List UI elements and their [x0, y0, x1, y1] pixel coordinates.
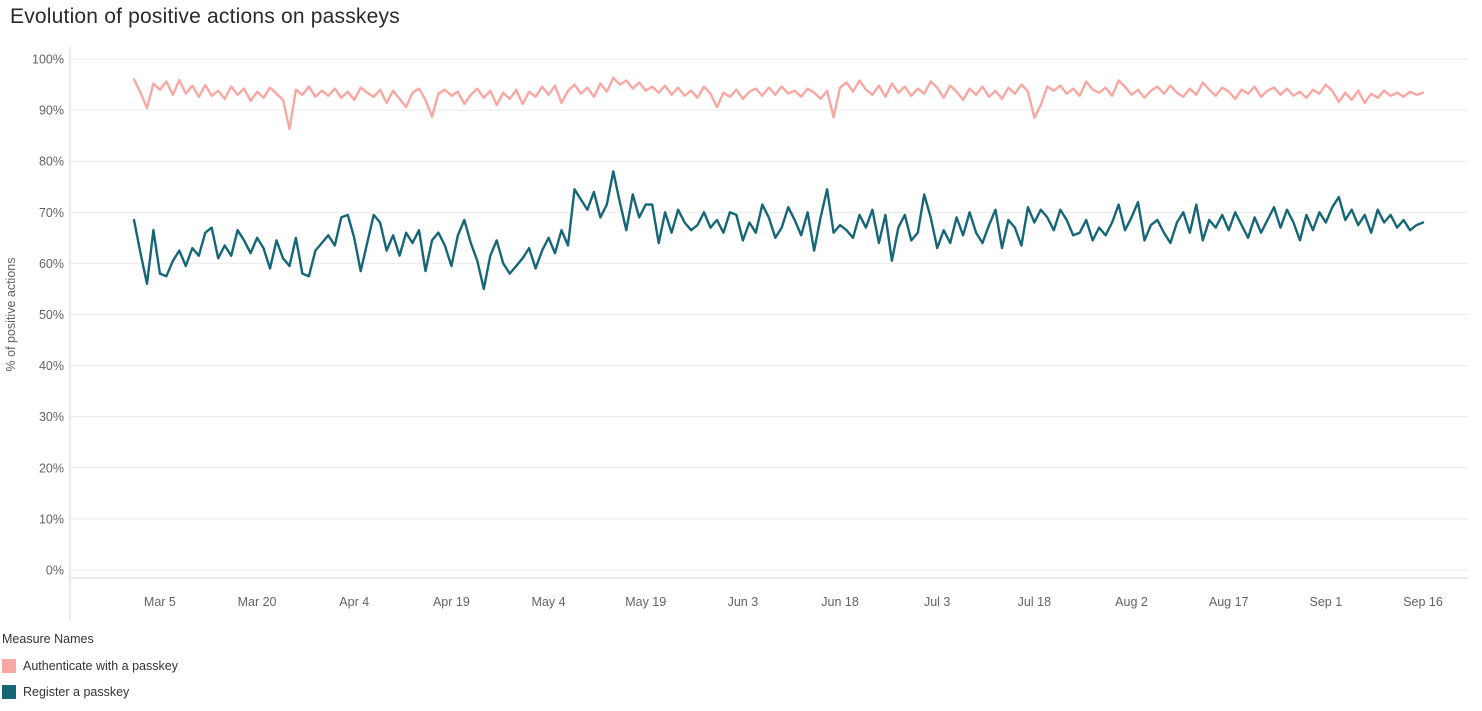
legend-label-authenticate: Authenticate with a passkey: [23, 659, 178, 673]
svg-text:Jul 3: Jul 3: [924, 595, 950, 609]
gridlines: [70, 58, 1468, 571]
legend-title: Measure Names: [2, 632, 94, 646]
svg-text:100%: 100%: [32, 53, 64, 67]
svg-text:Mar 5: Mar 5: [144, 595, 176, 609]
legend-swatch-authenticate: [2, 659, 16, 673]
svg-text:Sep 1: Sep 1: [1310, 595, 1343, 609]
svg-text:Apr 4: Apr 4: [339, 595, 369, 609]
svg-text:60%: 60%: [39, 257, 64, 271]
x-axis-tick-labels: Mar 5 Mar 20 Apr 4 Apr 19 May 4 May 19 Jun 3 Ju…: [144, 595, 1443, 609]
svg-text:80%: 80%: [39, 155, 64, 169]
legend-item-register[interactable]: Register a passkey: [2, 679, 178, 705]
svg-text:Mar 20: Mar 20: [238, 595, 277, 609]
y-axis-title: % of positive actions: [4, 258, 18, 372]
legend-label-register: Register a passkey: [23, 685, 130, 699]
legend-item-authenticate[interactable]: Authenticate with a passkey: [2, 653, 178, 679]
svg-text:30%: 30%: [39, 410, 64, 424]
svg-text:Jul 18: Jul 18: [1018, 595, 1051, 609]
svg-text:May 19: May 19: [625, 595, 666, 609]
svg-text:10%: 10%: [39, 512, 64, 526]
y-axis-tick-labels: 0% 10% 20% 30% 40% 50% 60% 70% 80% 90% 100%: [32, 53, 64, 578]
svg-text:20%: 20%: [39, 461, 64, 475]
legend: Measure Names Authenticate with a passke…: [2, 631, 178, 705]
svg-text:Aug 2: Aug 2: [1115, 595, 1148, 609]
axis-lines: [69, 47, 1468, 620]
chart-title: Evolution of positive actions on passkey…: [10, 5, 400, 28]
svg-text:Apr 19: Apr 19: [433, 595, 470, 609]
svg-text:May 4: May 4: [532, 595, 566, 609]
svg-text:Aug 17: Aug 17: [1209, 595, 1249, 609]
legend-swatch-register: [2, 685, 16, 699]
svg-text:Jun 3: Jun 3: [728, 595, 759, 609]
svg-text:70%: 70%: [39, 206, 64, 220]
svg-text:40%: 40%: [39, 359, 64, 373]
svg-text:90%: 90%: [39, 104, 64, 118]
svg-text:Jun 18: Jun 18: [821, 595, 859, 609]
svg-text:50%: 50%: [39, 308, 64, 322]
series-lines[interactable]: [132, 76, 1425, 291]
svg-text:0%: 0%: [46, 564, 64, 578]
svg-text:Sep 16: Sep 16: [1403, 595, 1443, 609]
svg-text:% of positive actions: % of positive actions: [4, 258, 18, 372]
